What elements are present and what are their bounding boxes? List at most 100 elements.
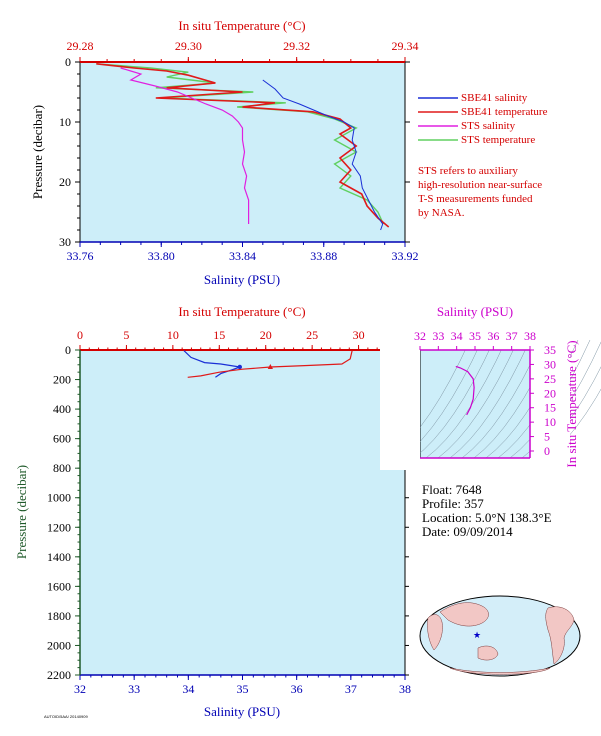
legend: SBE41 salinity SBE41 temperature STS sal… bbox=[418, 92, 548, 146]
sts-note: STS refers to auxiliary high-resolution … bbox=[418, 165, 542, 219]
legend-label-sts-salinity: STS salinity bbox=[461, 120, 516, 132]
ts-salinity-tick-label: 36 bbox=[487, 329, 499, 343]
top-pressure-axis-title: Pressure (decibar) bbox=[30, 105, 45, 199]
ts-temperature-tick-label: 5 bbox=[544, 430, 550, 444]
bottom-temperature-tick-label: 5 bbox=[123, 328, 129, 342]
ts-isopycnal-line bbox=[413, 339, 495, 459]
ts-clip-right bbox=[530, 310, 570, 470]
legend-label-sbe41-salinity: SBE41 salinity bbox=[461, 92, 528, 104]
ts-salinity-tick-label: 38 bbox=[524, 329, 536, 343]
ts-clip-top bbox=[420, 310, 530, 350]
bottom-salinity-tick-label: 36 bbox=[291, 682, 303, 696]
top-pressure-tick-label: 20 bbox=[59, 175, 71, 189]
bottom-pressure-tick-label: 1400 bbox=[47, 550, 71, 564]
top-series-sts-salinity bbox=[120, 67, 250, 224]
map-land-asia bbox=[439, 602, 489, 627]
bottom-plot-area bbox=[79, 349, 406, 676]
top-salinity-tick-label: 33.76 bbox=[67, 249, 94, 263]
sts-note-line-2: high-resolution near-surface bbox=[418, 179, 542, 191]
bottom-salinity-tick-label: 33 bbox=[128, 682, 140, 696]
ts-salinity-tick-label: 32 bbox=[414, 329, 426, 343]
bottom-temperature-tick-label: 30 bbox=[353, 328, 365, 342]
ts-plot-area bbox=[419, 349, 531, 459]
ts-temperature-tick-label: 15 bbox=[544, 401, 556, 415]
bottom-pressure-tick-label: 1800 bbox=[47, 609, 71, 623]
profile-number: Profile: 357 bbox=[422, 496, 484, 511]
bottom-salinity-tick-label: 34 bbox=[182, 682, 194, 696]
ts-temperature-tick-label: 25 bbox=[544, 372, 556, 386]
bottom-salinity-tick-label: 37 bbox=[345, 682, 357, 696]
ts-temperature-tick-label: 35 bbox=[544, 343, 556, 357]
ts-inset: Salinity (PSU) 32 33 34 35 36 37 38 3530252015… bbox=[380, 304, 601, 498]
top-temperature-tick-label: 29.32 bbox=[283, 39, 310, 53]
legend-label-sbe41-temperature: SBE41 temperature bbox=[461, 106, 548, 118]
bottom-temperature-axis-title: In situ Temperature (°C) bbox=[178, 304, 305, 319]
bottom-pressure-tick-label: 200 bbox=[53, 373, 71, 387]
bottom-temperature-tick-label: 0 bbox=[77, 328, 83, 342]
bottom-pressure-tick-label: 800 bbox=[53, 461, 71, 475]
bottom-temperature-tick-label: 25 bbox=[306, 328, 318, 342]
top-temperature-axis-title: In situ Temperature (°C) bbox=[178, 18, 305, 33]
ts-series-group bbox=[455, 365, 475, 416]
sts-note-line-4: by NASA. bbox=[418, 207, 465, 219]
ts-isopycnal-line bbox=[449, 339, 531, 459]
sts-note-line-3: T-S measurements funded bbox=[418, 193, 533, 205]
top-temperature-tick-label: 29.30 bbox=[175, 39, 202, 53]
ts-temperature-tick-label: 30 bbox=[544, 357, 556, 371]
bottom-pressure-tick-label: 2000 bbox=[47, 638, 71, 652]
bottom-temperature-tick-label: 20 bbox=[260, 328, 272, 342]
top-pressure-ticks: 0 10 20 30 bbox=[59, 55, 410, 249]
map-land-americas bbox=[545, 606, 575, 665]
ts-clip-bottom bbox=[420, 458, 530, 498]
bottom-temperature-tick-label: 15 bbox=[213, 328, 225, 342]
bottom-salinity-tick-label: 38 bbox=[399, 682, 411, 696]
top-salinity-tick-label: 33.84 bbox=[229, 249, 256, 263]
bottom-pressure-tick-label: 2200 bbox=[47, 668, 71, 682]
top-series-group bbox=[96, 63, 390, 231]
ts-temperature-tick-label: 0 bbox=[544, 444, 550, 458]
footer-code: AUTOID/5AA/ 20140909 bbox=[44, 714, 89, 719]
float-location-marker-icon: ★ bbox=[473, 630, 481, 640]
bottom-temperature-tick-label: 10 bbox=[167, 328, 179, 342]
ts-temperature-axis-title: In situ Temperature (°C) bbox=[564, 340, 579, 467]
ts-salinity-ticks: 32 33 34 35 36 37 38 bbox=[414, 329, 536, 350]
top-salinity-axis-title: Salinity (PSU) bbox=[204, 272, 280, 287]
map-land-antarctica bbox=[449, 667, 551, 675]
top-salinity-tick-label: 33.92 bbox=[392, 249, 419, 263]
bottom-temperature-ticks: 05101520253035 bbox=[77, 328, 411, 350]
bottom-salinity-tick-label: 32 bbox=[74, 682, 86, 696]
bottom-salinity-marker bbox=[237, 364, 242, 370]
sts-note-line-1: STS refers to auxiliary bbox=[418, 165, 518, 177]
float-number: Float: 7648 bbox=[422, 482, 482, 497]
bottom-pressure-tick-label: 1200 bbox=[47, 520, 71, 534]
top-salinity-tick-label: 33.88 bbox=[310, 249, 337, 263]
ts-isopycnal-line bbox=[437, 339, 519, 459]
top-temperature-tick-label: 29.28 bbox=[67, 39, 94, 53]
bottom-temperature-marker bbox=[267, 363, 273, 369]
bottom-pressure-tick-label: 1600 bbox=[47, 579, 71, 593]
bottom-pressure-tick-label: 600 bbox=[53, 432, 71, 446]
bottom-series-group bbox=[183, 350, 353, 378]
float-info: Float: 7648 Profile: 357 Location: 5.0°N… bbox=[422, 482, 552, 539]
float-location: Location: 5.0°N 138.3°E bbox=[422, 510, 552, 525]
map-land-australia bbox=[477, 645, 499, 661]
ts-salinity-axis-title: Salinity (PSU) bbox=[437, 304, 513, 319]
ts-salinity-tick-label: 37 bbox=[506, 329, 518, 343]
top-pressure-tick-label: 0 bbox=[65, 55, 71, 69]
legend-label-sts-temperature: STS temperature bbox=[461, 134, 535, 146]
bottom-pressure-axis-title: Pressure (decibar) bbox=[14, 465, 29, 559]
bottom-panel: In situ Temperature (°C) 05101520253035 … bbox=[14, 304, 411, 719]
top-pressure-tick-label: 10 bbox=[59, 115, 71, 129]
world-map: ★ bbox=[419, 595, 581, 677]
ts-salinity-tick-label: 34 bbox=[451, 329, 463, 343]
top-temperature-tick-label: 29.34 bbox=[392, 39, 419, 53]
top-salinity-ticks: 33.76 33.80 33.84 33.88 33.92 bbox=[67, 242, 419, 263]
profile-date: Date: 09/09/2014 bbox=[422, 524, 513, 539]
bottom-salinity-axis-title: Salinity (PSU) bbox=[204, 704, 280, 719]
top-salinity-tick-label: 33.80 bbox=[148, 249, 175, 263]
map-land-europe-africa bbox=[427, 614, 443, 651]
ts-temperature-tick-label: 10 bbox=[544, 415, 556, 429]
top-temperature-ticks: 29.28 29.30 29.32 29.34 bbox=[67, 39, 419, 62]
bottom-pressure-tick-label: 0 bbox=[65, 343, 71, 357]
